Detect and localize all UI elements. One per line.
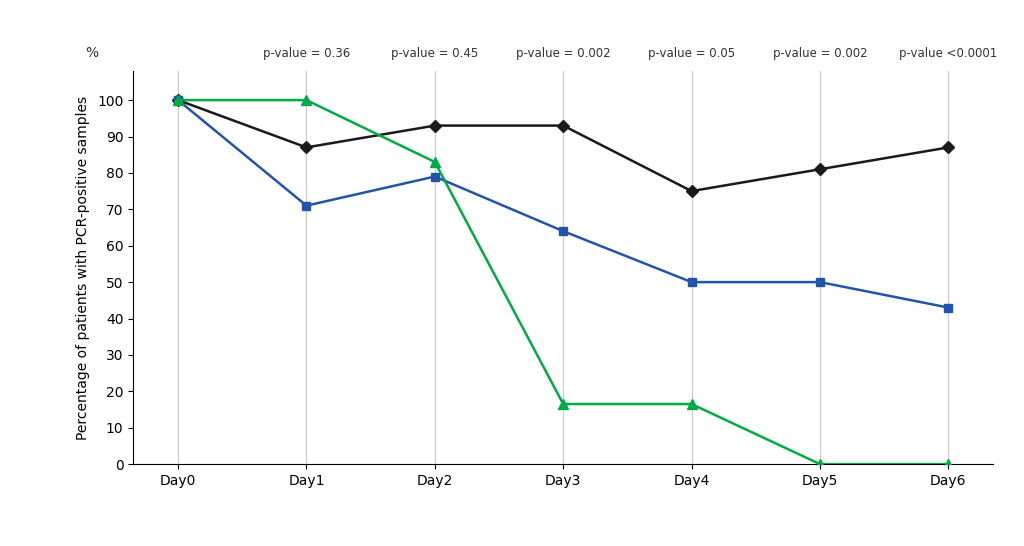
Legend: Controls, Hydroxychloroquine only, Hydroxychloroquine and azithromycin combinati: Controls, Hydroxychloroquine only, Hydro… [214,542,912,546]
Text: p-value = 0.05: p-value = 0.05 [648,47,735,60]
Y-axis label: Percentage of patients with PCR-positive samples: Percentage of patients with PCR-positive… [76,96,90,440]
Text: p-value <0.0001: p-value <0.0001 [899,47,997,60]
Text: p-value = 0.002: p-value = 0.002 [773,47,867,60]
Text: p-value = 0.36: p-value = 0.36 [263,47,350,60]
Text: p-value = 0.45: p-value = 0.45 [391,47,478,60]
Text: p-value = 0.002: p-value = 0.002 [516,47,610,60]
Text: %: % [85,46,98,60]
